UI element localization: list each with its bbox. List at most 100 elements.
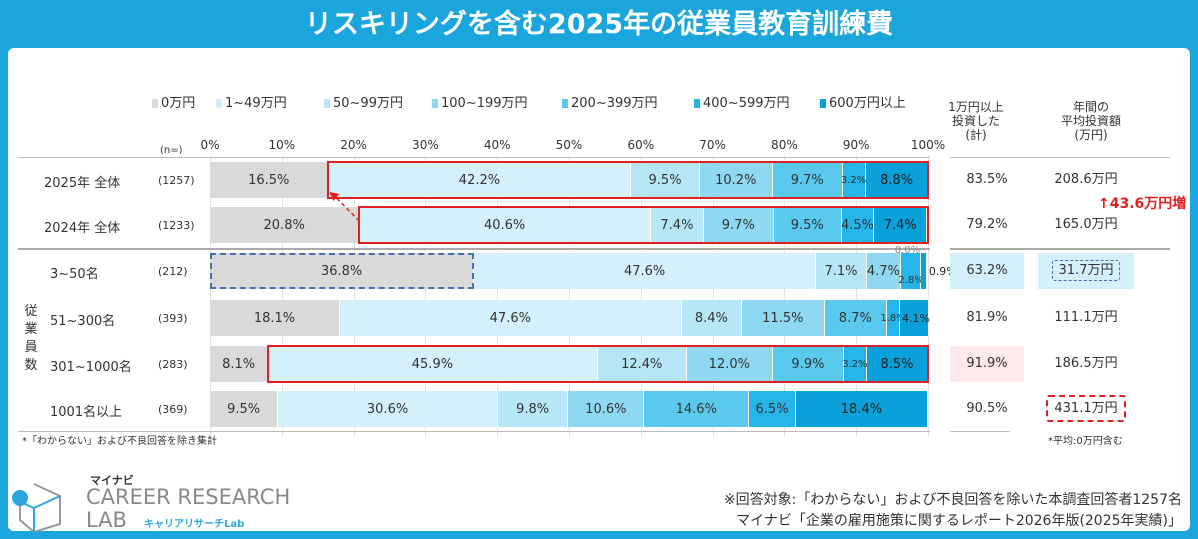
bar-segment: 9.5% — [773, 207, 842, 243]
legend-item: 400~599万円 — [694, 92, 790, 111]
legend-swatch — [216, 99, 222, 108]
avg-header: 年間の 平均投資額 (万円) — [1060, 100, 1121, 142]
invested-header: 1万円以上 投資した (計) — [948, 100, 1004, 142]
row-label: 51~300名 — [50, 314, 116, 329]
legend-label: 100~199万円 — [441, 96, 528, 111]
row-label: 2025年 全体 — [44, 176, 121, 191]
data-label: 3.2% — [840, 174, 867, 186]
avg-value-text: 165.0万円 — [1054, 217, 1118, 232]
x-tick-label: 80% — [771, 138, 798, 152]
legend-item: 50~99万円 — [324, 92, 403, 111]
data-label: 4.1% — [901, 311, 930, 325]
data-label: 16.5% — [248, 172, 290, 188]
invested-value: 91.9% — [950, 346, 1024, 382]
bar-segment: 16.5% — [210, 162, 329, 198]
separator — [950, 157, 1170, 158]
data-label: 9.8% — [516, 401, 550, 417]
data-label: 8.5% — [880, 356, 914, 372]
bar-segment: 45.9% — [268, 346, 598, 382]
n-label: (1233) — [158, 219, 195, 232]
row-label: 301~1000名 — [50, 360, 132, 375]
bar-segment: 4.5% — [840, 207, 875, 243]
data-label: 2.8% — [898, 275, 924, 286]
legend-label: 600万円以上 — [829, 96, 906, 111]
gridline — [353, 155, 355, 437]
bar-segment: 10.2% — [699, 162, 773, 198]
logo-cube-icon — [12, 483, 61, 532]
data-label: 9.5% — [227, 401, 261, 417]
source-note-1: ※回答対象:「わからない」および不良回答を除いた本調査回答者1257名 — [723, 492, 1182, 508]
bar-segment: 7.4% — [874, 207, 928, 243]
bar-segment: 8.7% — [824, 300, 888, 336]
increase-annotation: ↑43.6万円増 — [1098, 193, 1186, 213]
page-title: リスキリングを含む2025年の従業員教育訓練費 — [304, 9, 894, 40]
legend-label: 50~99万円 — [333, 96, 403, 111]
up-arrow-icon: ↑ — [1098, 196, 1110, 212]
data-label: 7.4% — [883, 217, 917, 233]
bar-segment: 2.8% — [898, 253, 924, 289]
separator — [18, 248, 930, 250]
data-label: 12.4% — [621, 356, 663, 372]
group-label: 従業員数 — [24, 304, 38, 373]
data-label: 47.6% — [489, 310, 531, 326]
data-label: 8.1% — [222, 356, 256, 372]
avg-value: 165.0万円 — [1038, 207, 1134, 243]
bar-segment: 12.4% — [597, 346, 687, 382]
gridline — [712, 155, 714, 437]
gridline — [210, 155, 211, 437]
bar-segment: 7.1% — [815, 253, 867, 289]
bar-segment: 9.9% — [772, 346, 844, 382]
legend-swatch — [562, 99, 568, 108]
legend-swatch — [152, 99, 158, 108]
gridline — [784, 155, 786, 437]
data-label: 0.0% — [894, 245, 921, 256]
avg-value: 186.5万円 — [1038, 346, 1134, 382]
legend-label: 200~399万円 — [571, 96, 658, 111]
separator — [950, 248, 1170, 250]
bar-segment: 14.6% — [644, 391, 750, 427]
bar-segment: 0.9% — [920, 253, 957, 289]
avg-value-text: 31.7万円 — [1051, 260, 1121, 281]
n-label: (393) — [158, 312, 188, 325]
data-label: 10.6% — [585, 401, 627, 417]
data-label: 9.7% — [790, 172, 824, 188]
bar-segment: 7.4% — [650, 207, 704, 243]
bar-segment: 8.4% — [681, 300, 743, 336]
legend-item: 200~399万円 — [562, 92, 658, 111]
data-label: 1.8% — [880, 312, 906, 324]
legend-item: 0万円 — [152, 92, 195, 111]
data-label: 3.2% — [842, 358, 868, 370]
invested-value: 63.2% — [950, 253, 1024, 289]
separator — [18, 157, 930, 158]
data-label: 9.5% — [790, 217, 824, 233]
logo: マイナビ CAREER RESEARCH LAB キャリアリサーチLab — [8, 470, 308, 532]
source-note-2: マイナビ「企業の雇用施策に関するレポート2026年版(2025年実績)」 — [736, 513, 1182, 529]
data-label: 18.1% — [253, 310, 296, 326]
data-label: 8.8% — [880, 172, 914, 188]
gridline — [425, 155, 427, 437]
data-label: 40.6% — [483, 217, 526, 233]
gridline — [640, 155, 642, 437]
invested-value: 83.5% — [966, 172, 1008, 187]
avg-value: 111.1万円 — [1038, 300, 1134, 336]
bar-segment: 9.7% — [703, 207, 774, 243]
logo-brand: マイナビ — [90, 474, 134, 487]
avg-value: 31.7万円 — [1038, 253, 1134, 289]
invested-value: 81.9% — [966, 310, 1008, 325]
n-label: (212) — [158, 265, 188, 278]
invested-value: 90.5% — [966, 401, 1008, 416]
data-label: 4.5% — [840, 217, 874, 233]
x-tick-label: 0% — [200, 138, 220, 152]
legend-item: 100~199万円 — [432, 92, 528, 111]
increase-label: 43.6万円増 — [1109, 196, 1187, 212]
separator — [950, 431, 1010, 432]
data-label: 12.0% — [708, 356, 750, 372]
bar-segment: 3.2% — [840, 162, 867, 198]
avg-value-text: 186.5万円 — [1054, 356, 1118, 371]
bar-segment: 9.5% — [210, 391, 279, 427]
separator — [18, 431, 930, 432]
x-tick-label: 40% — [483, 138, 511, 152]
bar-segment: 9.5% — [631, 162, 700, 198]
data-label: 11.5% — [762, 310, 804, 326]
note-right: *平均:0万円含む — [1048, 436, 1123, 447]
